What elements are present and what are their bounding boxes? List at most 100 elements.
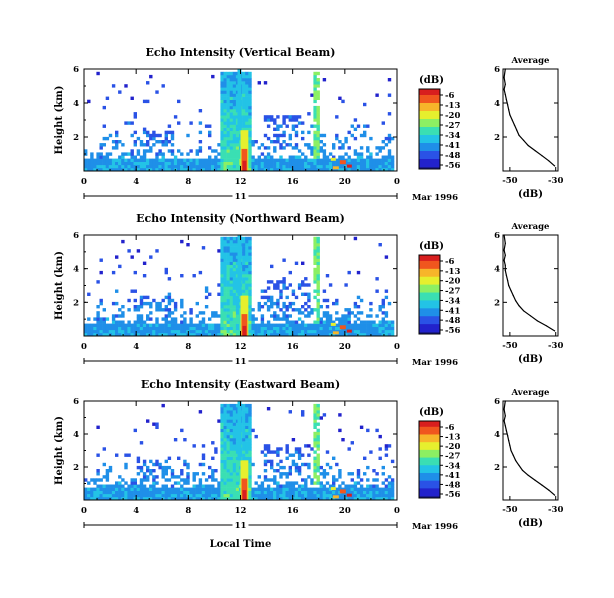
- date-label-bg: [232, 357, 249, 365]
- heatmap-cell: [232, 112, 237, 116]
- heatmap-cell: [282, 326, 286, 331]
- heatmap-cell: [276, 493, 280, 498]
- heatmap-cell: [133, 289, 137, 293]
- heatmap-cell: [313, 118, 317, 122]
- y-axis-label: Height (km): [54, 86, 65, 155]
- colorbar-segment: [419, 97, 440, 100]
- heatmap-cell: [282, 323, 286, 327]
- heatmap-cell: [214, 447, 218, 451]
- heatmap-cell: [273, 323, 277, 327]
- heatmap-cell: [313, 475, 317, 479]
- heatmap-cell: [229, 112, 234, 116]
- heatmap-cell: [167, 161, 172, 166]
- heatmap-cell: [155, 332, 159, 337]
- heatmap-cell: [232, 305, 237, 309]
- heatmap-cell: [130, 167, 134, 172]
- heatmap-cell: [282, 121, 286, 125]
- heatmap-cell: [304, 481, 308, 485]
- heatmap-cell: [136, 308, 141, 312]
- heatmap-cell: [260, 450, 265, 454]
- heatmap-cell: [220, 149, 224, 153]
- heatmap-cell: [359, 323, 364, 327]
- heatmap-cell: [313, 155, 317, 159]
- heatmap-cell: [127, 298, 131, 303]
- profile-point: [554, 494, 556, 496]
- heatmap-cell: [285, 493, 289, 498]
- heatmap-cell: [226, 149, 230, 153]
- heatmap-cell: [149, 493, 153, 498]
- heatmap-cell: [301, 329, 305, 334]
- heatmap-cell: [235, 305, 240, 309]
- heatmap-cell: [378, 332, 382, 337]
- heatmap-cell: [152, 130, 156, 135]
- heatmap-cell: [142, 478, 147, 482]
- heatmap-cell: [282, 484, 286, 488]
- heatmap-cell: [229, 329, 234, 334]
- heatmap-cell: [183, 311, 187, 315]
- heatmap-cell: [226, 419, 230, 423]
- heatmap-cell: [245, 422, 249, 426]
- heatmap-cell: [214, 311, 218, 315]
- heatmap-cell: [121, 487, 125, 491]
- heatmap-cell: [229, 490, 234, 495]
- heatmap-cell: [105, 323, 110, 327]
- heatmap-cell: [223, 74, 227, 79]
- heatmap-cell: [164, 490, 168, 495]
- heatmap-cell: [170, 475, 175, 479]
- heatmap-cell: [307, 444, 311, 448]
- heatmap-cell: [220, 243, 224, 247]
- heatmap-cell: [301, 152, 305, 156]
- heatmap-cell: [204, 167, 209, 172]
- heatmap-cell: [344, 152, 348, 156]
- heatmap-cell: [248, 434, 252, 439]
- heatmap-cell: [198, 490, 203, 495]
- heatmap-cell: [313, 84, 317, 88]
- heatmap-cell: [316, 255, 320, 259]
- colorbar-segment: [419, 141, 440, 144]
- heatmap-cell: [124, 496, 128, 501]
- heatmap-cell: [229, 438, 234, 442]
- heatmap-cell: [204, 161, 209, 166]
- heatmap-cell: [217, 329, 221, 334]
- heatmap-cell: [217, 283, 221, 287]
- heatmap-cell: [161, 140, 165, 144]
- heatmap-cell: [121, 329, 125, 334]
- heatmap-cell: [297, 167, 302, 172]
- heatmap-cell: [208, 475, 212, 479]
- heatmap-cell: [217, 292, 221, 296]
- heatmap-cell: [164, 320, 168, 324]
- heatmap-cell: [297, 493, 302, 498]
- heatmap-cell: [198, 130, 203, 135]
- heatmap-cell: [291, 167, 296, 172]
- heatmap-cell: [142, 329, 147, 334]
- heatmap-cell: [149, 311, 153, 315]
- heatmap-cell: [279, 289, 283, 293]
- heatmap-cell: [220, 438, 224, 442]
- heatmap-cell: [93, 332, 97, 337]
- heatmap-cell: [248, 102, 252, 107]
- heatmap-cell: [242, 99, 246, 104]
- heatmap-cell: [310, 146, 314, 150]
- heatmap-cell: [378, 320, 382, 324]
- heatmap-cell: [127, 332, 131, 337]
- heatmap-cell: [242, 239, 246, 244]
- heatmap-cell: [356, 332, 361, 337]
- heatmap-cell: [353, 484, 358, 488]
- heatmap-cell: [232, 472, 237, 476]
- heatmap-cell: [341, 332, 345, 337]
- heatmap-cell: [248, 314, 252, 318]
- heatmap-cell: [291, 438, 296, 442]
- heatmap-cell: [384, 311, 389, 315]
- heatmap-cell: [183, 478, 187, 482]
- heatmap-cell: [84, 487, 88, 491]
- heatmap-cell: [248, 298, 252, 303]
- heatmap-cell: [170, 469, 175, 473]
- heatmap-cell: [245, 93, 249, 97]
- heatmap-cell: [220, 121, 224, 125]
- heatmap-cell: [167, 124, 172, 128]
- heatmap-cell: [130, 155, 134, 159]
- heatmap-cell: [328, 332, 333, 337]
- heatmap-cell: [294, 462, 299, 467]
- heatmap-cell: [341, 146, 345, 150]
- profile-x-tick-label: -50: [502, 176, 517, 186]
